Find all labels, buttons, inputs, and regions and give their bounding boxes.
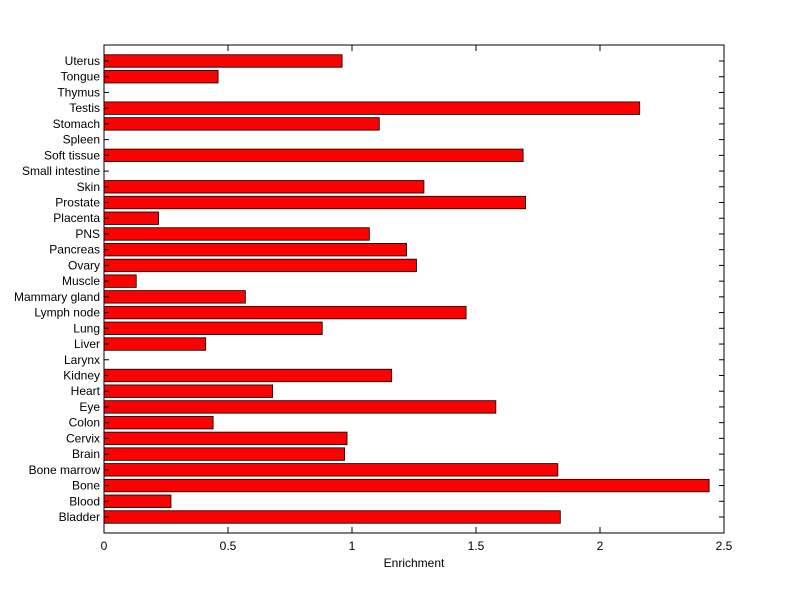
bar-colon (103, 416, 214, 430)
y-tick-label: Muscle (62, 274, 100, 288)
y-tick-label: Testis (69, 101, 100, 115)
bar-kidney (103, 368, 393, 383)
x-tick-label: 1 (349, 539, 356, 553)
y-tick-label: Spleen (63, 133, 100, 147)
bar-eye (103, 400, 497, 414)
bar-skin (103, 180, 425, 194)
bar-bone (103, 478, 710, 493)
y-tick-label: Bone marrow (29, 463, 101, 477)
bar-stomach (103, 117, 380, 131)
y-tick-label: Ovary (68, 258, 100, 272)
bar-prostate (103, 195, 527, 210)
bar-soft-tissue (103, 148, 524, 162)
bar-cervix (103, 431, 348, 446)
bar-blood (103, 494, 172, 508)
bar-uterus (103, 54, 343, 68)
y-tick-label: Cervix (66, 431, 100, 445)
y-tick-label: Thymus (57, 85, 100, 99)
bar-bone-marrow (103, 463, 559, 477)
y-tick-label: Bladder (59, 510, 100, 524)
bar-pancreas (103, 243, 407, 257)
y-tick-label: Larynx (64, 353, 100, 367)
y-tick-label: Prostate (55, 196, 100, 210)
x-tick-label: 2.5 (716, 539, 733, 553)
y-tick-label: Heart (71, 384, 101, 398)
bar-brain (103, 447, 345, 461)
bar-liver (103, 337, 207, 351)
x-tick-label: 1.5 (468, 539, 485, 553)
y-tick-label: Mammary gland (14, 290, 100, 304)
y-tick-label: Lymph node (34, 306, 100, 320)
y-tick-label: Colon (69, 416, 100, 430)
bar-ovary (103, 258, 417, 273)
y-tick-label: Placenta (53, 211, 100, 225)
y-tick-label: Brain (72, 447, 100, 461)
y-tick-label: Small intestine (22, 164, 100, 178)
y-tick-label: Bone (72, 479, 100, 493)
bar-tongue (103, 70, 219, 84)
y-tick-label: Kidney (63, 368, 100, 382)
x-tick-label: 0 (101, 539, 108, 553)
y-tick-label: Lung (73, 321, 100, 335)
y-tick-label: Tongue (61, 70, 101, 84)
bar-lung (103, 321, 323, 335)
bar-lymph-node (103, 305, 467, 320)
y-tick-label: Skin (77, 180, 100, 194)
y-tick-label: PNS (75, 227, 100, 241)
x-axis-label: Enrichment (384, 556, 445, 570)
y-tick-label: Liver (74, 337, 100, 351)
y-tick-label: Blood (69, 494, 100, 508)
bar-bladder (103, 510, 561, 524)
bar-testis (103, 101, 641, 115)
bar-heart (103, 384, 274, 398)
y-tick-label: Eye (79, 400, 100, 414)
x-tick-label: 2 (597, 539, 604, 553)
y-tick-label: Uterus (65, 54, 100, 68)
bar-pns (103, 227, 370, 241)
bars-group (103, 54, 710, 524)
y-tick-label: Pancreas (49, 243, 100, 257)
y-tick-label: Stomach (53, 117, 100, 131)
x-tick-label: 0.5 (220, 539, 237, 553)
bar-mammary-gland (103, 290, 246, 304)
plot-frame (103, 44, 725, 534)
bar-placenta (103, 211, 159, 225)
y-tick-label: Soft tissue (44, 148, 100, 162)
